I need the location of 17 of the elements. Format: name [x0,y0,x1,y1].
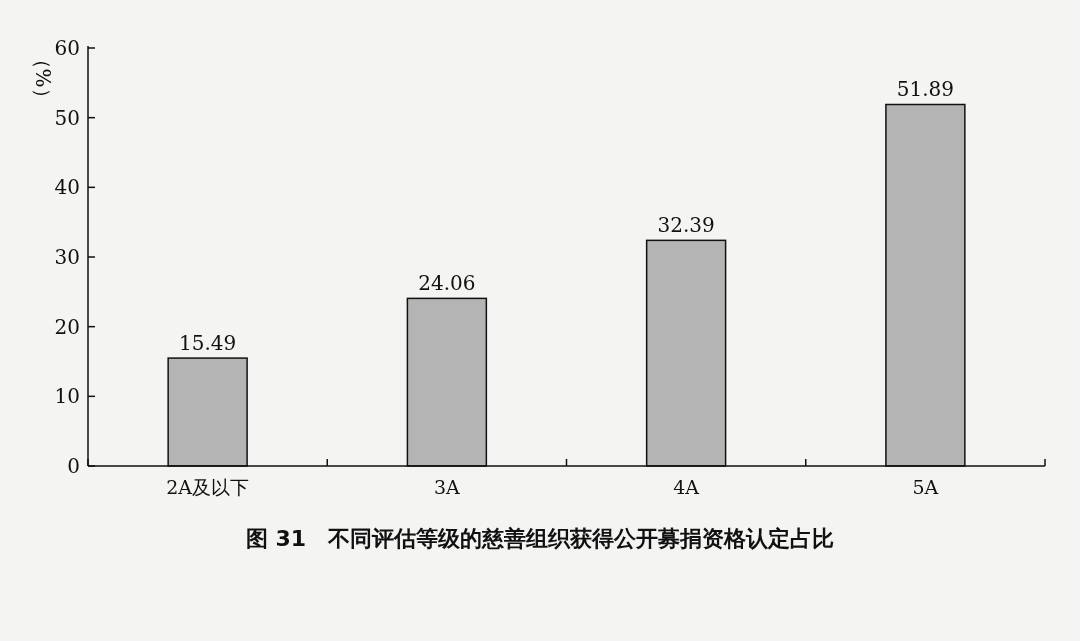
y-tick-label: 0 [67,454,80,478]
y-tick-label: 30 [54,245,80,269]
data-label: 32.39 [657,213,715,238]
data-label: 51.89 [896,77,955,102]
x-tick-label: 2A及以下 [166,476,250,498]
data-label: 24.06 [418,271,476,296]
x-tick-label: 4A [673,476,700,498]
text: 图 31 不同评估等级的慈善组织获得公开募捐资格认定占比 [245,526,835,551]
x-tick-label: 5A [912,476,939,498]
y-tick-label: 40 [54,175,80,200]
y-tick-label: 20 [54,314,80,339]
y-axis-title: （%） [31,48,55,108]
y-tick-label: 50 [54,105,80,130]
y-tick-label: 10 [54,384,80,409]
x-tick-label: 3A [433,476,461,498]
data-label: 15.49 [178,331,237,356]
y-tick-label: 60 [54,36,80,60]
